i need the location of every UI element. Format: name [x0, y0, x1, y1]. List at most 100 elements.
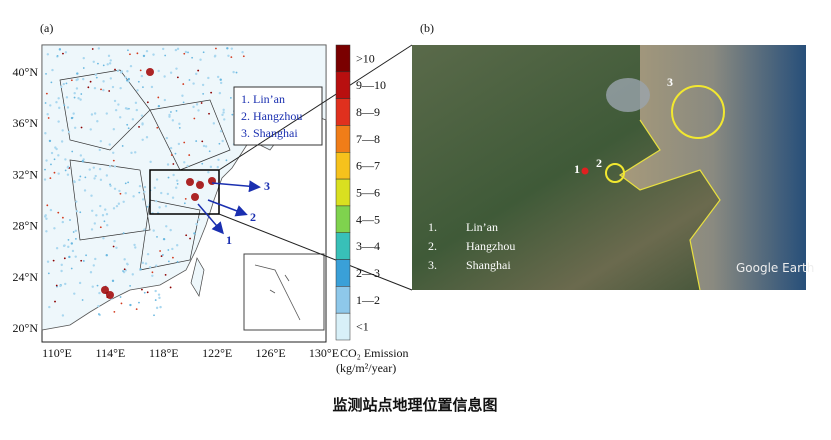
- dot: [144, 262, 148, 265]
- dot: [112, 151, 115, 154]
- dot: [79, 98, 82, 101]
- site-name: Lin’an: [466, 220, 498, 234]
- colorbar-label: 8—9: [356, 105, 380, 119]
- dot: [119, 192, 122, 195]
- dot: [78, 178, 81, 182]
- dot: [105, 174, 109, 177]
- dot: [98, 167, 102, 171]
- dot: [44, 214, 47, 217]
- dot: [172, 173, 175, 177]
- hotspot: [106, 291, 114, 299]
- dot: [59, 284, 62, 288]
- dot: [79, 154, 83, 157]
- dot: [51, 68, 54, 72]
- dot: [117, 103, 120, 106]
- dot: [91, 285, 94, 288]
- dot: [235, 71, 238, 74]
- lon-label: 122°E: [202, 346, 232, 360]
- dot: [74, 255, 77, 258]
- dot: [127, 49, 129, 52]
- dot: [163, 75, 166, 78]
- dot: [45, 217, 48, 220]
- colorbar-cell: [335, 98, 351, 126]
- dot: [46, 113, 49, 116]
- dot: [49, 177, 52, 180]
- dot: [99, 204, 102, 208]
- dot: [201, 140, 204, 143]
- dot: [134, 151, 137, 154]
- dot: [113, 310, 116, 313]
- dot: [105, 212, 109, 216]
- dot: [94, 73, 98, 76]
- dot: [197, 69, 200, 72]
- dot: [135, 308, 138, 311]
- dot: [124, 76, 127, 79]
- dot: [172, 163, 175, 165]
- dot: [102, 64, 105, 67]
- dot: [184, 50, 188, 54]
- dot: [176, 47, 180, 51]
- dot: [218, 91, 222, 95]
- colorbar-title: CO₂ Emission: [340, 346, 409, 360]
- dot: [185, 234, 188, 237]
- dot: [122, 200, 125, 203]
- dot: [213, 55, 217, 58]
- dot: [212, 122, 216, 125]
- dot: [57, 154, 60, 157]
- colorbar-cell: [335, 178, 351, 207]
- site-name: Hangzhou: [466, 239, 515, 253]
- colorbar-label: 9—10: [356, 78, 386, 92]
- dot: [129, 53, 131, 56]
- dot: [60, 140, 64, 143]
- dot: [172, 256, 174, 259]
- colorbar-label: 7—8: [356, 132, 380, 146]
- lon-label: 130°E: [309, 346, 339, 360]
- dot: [141, 261, 145, 265]
- colorbar-cell: [335, 205, 351, 233]
- dot: [146, 101, 149, 104]
- dot: [127, 127, 130, 130]
- dot: [175, 67, 178, 70]
- dot: [122, 232, 125, 235]
- dot: [77, 97, 80, 100]
- dot: [139, 69, 142, 72]
- dot: [90, 113, 94, 116]
- dot: [65, 96, 69, 99]
- dot: [195, 222, 198, 226]
- dot: [99, 178, 103, 182]
- dot: [218, 142, 221, 145]
- dot: [183, 202, 186, 205]
- dot: [112, 159, 115, 162]
- province-borders: [59, 69, 231, 271]
- dot: [219, 129, 223, 133]
- dot: [175, 244, 179, 247]
- dot: [90, 194, 93, 197]
- dot: [45, 230, 48, 233]
- dot: [50, 151, 54, 155]
- dot: [222, 111, 225, 114]
- dot: [117, 202, 121, 205]
- dot: [139, 268, 142, 271]
- lon-label: 114°E: [96, 346, 126, 360]
- dot: [188, 79, 191, 81]
- dot: [65, 82, 68, 85]
- credit: Google Earth: [736, 261, 814, 275]
- dot: [230, 56, 233, 59]
- dot: [71, 150, 74, 153]
- dot: [207, 76, 210, 80]
- dot: [61, 129, 64, 132]
- lon-label: 126°E: [256, 346, 286, 360]
- dot: [202, 144, 206, 148]
- dot: [157, 69, 160, 73]
- dot: [106, 224, 109, 227]
- dot: [82, 67, 85, 69]
- dot: [79, 175, 82, 178]
- dot: [222, 108, 225, 112]
- dot: [167, 176, 170, 179]
- dot: [171, 247, 174, 251]
- dot: [44, 132, 47, 135]
- dot: [114, 108, 118, 112]
- dot: [102, 237, 105, 240]
- coastline: [618, 119, 721, 291]
- dot: [143, 291, 146, 294]
